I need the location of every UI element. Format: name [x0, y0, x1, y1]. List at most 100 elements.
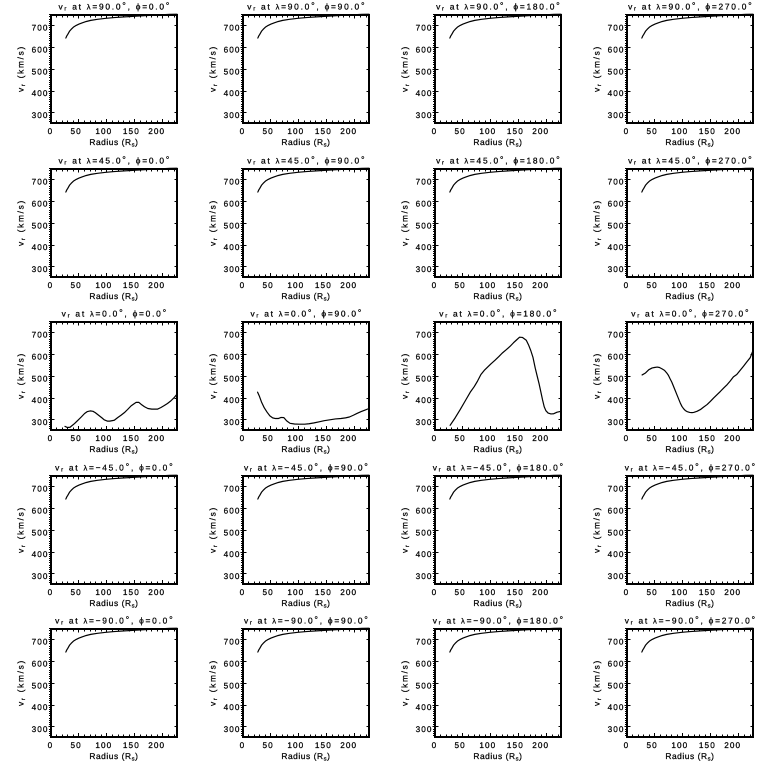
svg-text:400: 400: [416, 396, 433, 405]
svg-text:500: 500: [32, 374, 49, 383]
svg-text:vr (km/s): vr (km/s): [400, 199, 411, 246]
svg-text:0: 0: [240, 281, 246, 290]
svg-text:Radius (Rs): Radius (Rs): [473, 444, 522, 455]
svg-text:700: 700: [416, 178, 433, 187]
svg-text:vr (km/s): vr (km/s): [208, 199, 219, 246]
svg-text:vr at λ=45.0°, ϕ=90.0°: vr at λ=45.0°, ϕ=90.0°: [247, 155, 366, 167]
svg-text:700: 700: [608, 638, 625, 647]
svg-text:0: 0: [432, 281, 438, 290]
svg-text:Radius (Rs): Radius (Rs): [665, 444, 714, 455]
svg-text:700: 700: [32, 178, 49, 187]
svg-text:vr (km/s): vr (km/s): [16, 199, 27, 246]
svg-text:300: 300: [416, 265, 433, 274]
svg-text:150: 150: [507, 434, 524, 443]
svg-text:100: 100: [95, 281, 112, 290]
svg-text:150: 150: [123, 434, 140, 443]
svg-text:500: 500: [224, 67, 241, 76]
svg-text:vr at λ=0.0°, ϕ=90.0°: vr at λ=0.0°, ϕ=90.0°: [250, 308, 363, 320]
svg-text:150: 150: [507, 127, 524, 136]
svg-text:300: 300: [224, 418, 241, 427]
svg-text:400: 400: [224, 396, 241, 405]
svg-text:vr (km/s): vr (km/s): [400, 352, 411, 399]
svg-text:150: 150: [699, 127, 716, 136]
svg-text:400: 400: [32, 89, 49, 98]
svg-text:100: 100: [287, 281, 304, 290]
svg-text:vr (km/s): vr (km/s): [592, 659, 603, 706]
svg-text:300: 300: [224, 572, 241, 581]
svg-text:50: 50: [263, 434, 274, 443]
svg-text:600: 600: [224, 353, 241, 362]
svg-text:vr at λ=90.0°, ϕ=270.0°: vr at λ=90.0°, ϕ=270.0°: [628, 1, 753, 13]
svg-text:700: 700: [32, 485, 49, 494]
svg-text:100: 100: [287, 741, 304, 750]
svg-text:300: 300: [32, 418, 49, 427]
svg-text:700: 700: [608, 24, 625, 33]
svg-text:200: 200: [532, 127, 549, 136]
svg-text:Radius (Rs): Radius (Rs): [665, 291, 714, 302]
svg-text:150: 150: [315, 434, 332, 443]
svg-text:vr (km/s): vr (km/s): [208, 45, 219, 92]
svg-text:vr at λ=45.0°, ϕ=180.0°: vr at λ=45.0°, ϕ=180.0°: [436, 155, 561, 167]
svg-text:vr (km/s): vr (km/s): [16, 506, 27, 553]
svg-text:50: 50: [71, 127, 82, 136]
svg-text:300: 300: [416, 418, 433, 427]
svg-text:200: 200: [340, 588, 357, 597]
svg-text:100: 100: [479, 434, 496, 443]
svg-text:vr (km/s): vr (km/s): [208, 659, 219, 706]
svg-text:100: 100: [479, 588, 496, 597]
svg-text:200: 200: [340, 434, 357, 443]
svg-text:700: 700: [224, 485, 241, 494]
svg-text:600: 600: [416, 660, 433, 669]
svg-text:300: 300: [608, 265, 625, 274]
svg-text:50: 50: [263, 127, 274, 136]
svg-text:700: 700: [608, 331, 625, 340]
svg-text:600: 600: [416, 353, 433, 362]
svg-text:100: 100: [287, 588, 304, 597]
svg-text:vr (km/s): vr (km/s): [208, 506, 219, 553]
svg-text:700: 700: [224, 331, 241, 340]
svg-text:300: 300: [416, 572, 433, 581]
svg-text:100: 100: [479, 281, 496, 290]
svg-text:600: 600: [32, 200, 49, 209]
svg-text:0: 0: [624, 281, 630, 290]
svg-text:300: 300: [32, 111, 49, 120]
svg-text:700: 700: [416, 24, 433, 33]
svg-text:200: 200: [724, 434, 741, 443]
svg-text:400: 400: [608, 396, 625, 405]
svg-text:400: 400: [416, 89, 433, 98]
svg-text:200: 200: [148, 434, 165, 443]
svg-text:300: 300: [32, 572, 49, 581]
svg-text:500: 500: [416, 681, 433, 690]
svg-text:50: 50: [71, 281, 82, 290]
svg-text:300: 300: [224, 111, 241, 120]
svg-text:150: 150: [699, 281, 716, 290]
svg-text:700: 700: [32, 24, 49, 33]
svg-text:500: 500: [416, 374, 433, 383]
svg-text:100: 100: [671, 588, 688, 597]
svg-text:500: 500: [416, 67, 433, 76]
svg-text:vr at λ=−45.0°, ϕ=270.0°: vr at λ=−45.0°, ϕ=270.0°: [625, 462, 757, 474]
svg-text:0: 0: [48, 588, 54, 597]
svg-text:0: 0: [624, 741, 630, 750]
svg-text:700: 700: [416, 485, 433, 494]
svg-text:50: 50: [647, 281, 658, 290]
svg-text:50: 50: [71, 588, 82, 597]
svg-text:50: 50: [71, 741, 82, 750]
svg-text:200: 200: [724, 741, 741, 750]
svg-text:500: 500: [224, 374, 241, 383]
svg-text:0: 0: [48, 741, 54, 750]
svg-text:100: 100: [479, 741, 496, 750]
svg-text:50: 50: [263, 741, 274, 750]
svg-text:100: 100: [95, 127, 112, 136]
svg-text:400: 400: [416, 550, 433, 559]
svg-text:600: 600: [32, 353, 49, 362]
svg-text:400: 400: [608, 243, 625, 252]
svg-text:100: 100: [479, 127, 496, 136]
svg-text:700: 700: [224, 24, 241, 33]
svg-text:Radius (Rs): Radius (Rs): [665, 751, 714, 762]
svg-text:0: 0: [432, 434, 438, 443]
svg-text:vr at λ=45.0°, ϕ=270.0°: vr at λ=45.0°, ϕ=270.0°: [628, 155, 753, 167]
svg-text:vr (km/s): vr (km/s): [400, 506, 411, 553]
svg-text:Radius (Rs): Radius (Rs): [473, 598, 522, 609]
svg-text:vr (km/s): vr (km/s): [16, 659, 27, 706]
